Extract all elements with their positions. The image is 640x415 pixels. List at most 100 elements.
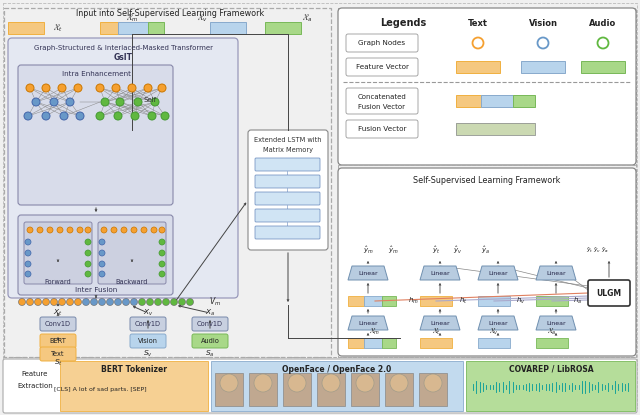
Circle shape <box>99 271 105 277</box>
Text: Extended LSTM with: Extended LSTM with <box>254 137 322 143</box>
Text: Extraction: Extraction <box>17 383 53 389</box>
Circle shape <box>58 84 66 92</box>
Text: Audio: Audio <box>200 338 220 344</box>
Circle shape <box>99 261 105 267</box>
Circle shape <box>179 298 186 305</box>
Bar <box>60 361 208 411</box>
Circle shape <box>131 298 138 305</box>
Bar <box>420 296 452 306</box>
Circle shape <box>159 250 165 256</box>
Bar <box>536 338 568 348</box>
FancyBboxPatch shape <box>588 280 630 306</box>
Text: $S_t$: $S_t$ <box>54 358 63 368</box>
Text: Graph Nodes: Graph Nodes <box>358 40 406 46</box>
Circle shape <box>37 227 43 233</box>
Bar <box>346 240 396 258</box>
Circle shape <box>25 261 31 267</box>
Text: BERT Tokenizer: BERT Tokenizer <box>101 364 167 374</box>
Circle shape <box>322 374 340 392</box>
Text: Feature Vector: Feature Vector <box>355 64 408 70</box>
Bar <box>148 22 164 34</box>
Circle shape <box>27 227 33 233</box>
FancyBboxPatch shape <box>346 120 418 138</box>
Bar <box>576 240 631 258</box>
Bar <box>8 22 44 34</box>
Circle shape <box>148 112 156 120</box>
Circle shape <box>35 298 42 305</box>
FancyBboxPatch shape <box>130 334 166 348</box>
FancyBboxPatch shape <box>338 168 636 356</box>
Text: $\mathcal{X}_m$: $\mathcal{X}_m$ <box>126 12 138 24</box>
Text: Text: Text <box>468 19 488 27</box>
Text: $\hat{y}_v$: $\hat{y}_v$ <box>453 244 463 256</box>
Bar <box>456 123 535 135</box>
Circle shape <box>76 112 84 120</box>
Bar <box>478 296 510 306</box>
Text: Text: Text <box>51 351 65 357</box>
Text: $S_a$: $S_a$ <box>205 349 215 359</box>
Polygon shape <box>478 316 518 330</box>
Circle shape <box>159 227 165 233</box>
Circle shape <box>60 112 68 120</box>
Text: $\hat{y}_t$ $\hat{y}_v$ $\hat{y}_a$: $\hat{y}_t$ $\hat{y}_v$ $\hat{y}_a$ <box>586 245 609 255</box>
FancyBboxPatch shape <box>255 209 320 222</box>
Bar <box>456 123 535 135</box>
Circle shape <box>115 298 122 305</box>
FancyBboxPatch shape <box>3 359 637 413</box>
Circle shape <box>99 250 105 256</box>
Text: Intra Enhancement: Intra Enhancement <box>61 71 131 77</box>
Text: $\mathcal{X}_t$: $\mathcal{X}_t$ <box>53 22 63 34</box>
Text: COVAREP / LibROSA: COVAREP / LibROSA <box>509 364 593 374</box>
Text: $\hat{y}_m$: $\hat{y}_m$ <box>363 244 373 256</box>
Circle shape <box>151 98 159 106</box>
Text: Self: Self <box>143 97 157 103</box>
FancyBboxPatch shape <box>8 38 238 298</box>
Text: $\mathcal{X}_a$: $\mathcal{X}_a$ <box>302 12 312 24</box>
Text: $X_v$: $X_v$ <box>143 308 153 318</box>
FancyBboxPatch shape <box>255 158 320 171</box>
Circle shape <box>122 298 129 305</box>
FancyBboxPatch shape <box>346 58 418 76</box>
Circle shape <box>25 250 31 256</box>
FancyBboxPatch shape <box>40 317 76 331</box>
Bar <box>536 296 568 306</box>
Text: $X_a$: $X_a$ <box>205 308 215 318</box>
Text: Fusion Vector: Fusion Vector <box>358 104 406 110</box>
Bar <box>215 373 243 406</box>
Circle shape <box>24 112 32 120</box>
Polygon shape <box>348 316 388 330</box>
Text: Fusion Vector: Fusion Vector <box>358 126 406 132</box>
Circle shape <box>99 239 105 245</box>
Text: $h_a$: $h_a$ <box>573 296 582 306</box>
Circle shape <box>288 374 306 392</box>
Text: $S_v$: $S_v$ <box>143 349 153 359</box>
Circle shape <box>159 261 165 267</box>
Text: $\hat{y}_a$: $\hat{y}_a$ <box>481 244 490 256</box>
Text: Vision: Vision <box>529 19 557 27</box>
FancyBboxPatch shape <box>40 347 76 361</box>
Bar <box>456 123 535 135</box>
Bar <box>456 123 535 135</box>
Circle shape <box>131 227 137 233</box>
Polygon shape <box>536 316 576 330</box>
Bar <box>348 296 364 306</box>
Circle shape <box>131 112 139 120</box>
Bar <box>420 338 452 348</box>
Text: $\mathcal{X}_v$: $\mathcal{X}_v$ <box>196 12 207 24</box>
Circle shape <box>74 298 81 305</box>
Circle shape <box>144 84 152 92</box>
Bar <box>211 361 463 411</box>
Text: Input into Self-Supervised Learning Framework: Input into Self-Supervised Learning Fram… <box>76 10 264 19</box>
FancyBboxPatch shape <box>40 334 76 348</box>
Text: Vision: Vision <box>138 338 158 344</box>
Text: Conv1D: Conv1D <box>45 321 71 327</box>
Circle shape <box>85 250 91 256</box>
Bar <box>385 373 413 406</box>
Bar <box>382 338 396 348</box>
Polygon shape <box>420 316 460 330</box>
Polygon shape <box>420 266 460 280</box>
Text: OpenFace / OpenFace 2.0: OpenFace / OpenFace 2.0 <box>282 364 392 374</box>
Circle shape <box>77 227 83 233</box>
Bar <box>456 95 481 107</box>
Bar <box>364 338 382 348</box>
